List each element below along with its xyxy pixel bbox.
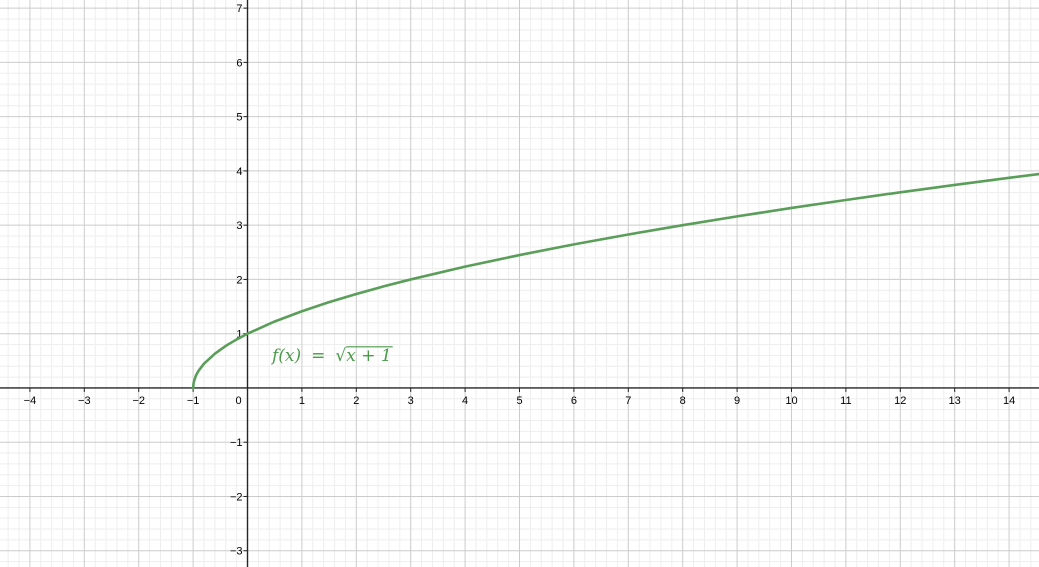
y-tick-label: −1 xyxy=(230,437,243,449)
y-tick-label: 2 xyxy=(236,274,242,286)
x-tick-label: 1 xyxy=(299,395,305,407)
x-tick-label: 0 xyxy=(235,395,241,407)
y-tick-label: 5 xyxy=(236,112,242,124)
x-tick-label: −2 xyxy=(132,395,145,407)
sqrt-sign: √ xyxy=(335,346,346,366)
x-tick-label: 8 xyxy=(680,395,686,407)
x-tick-label: 10 xyxy=(785,395,797,407)
x-tick-label: 11 xyxy=(840,395,851,407)
y-tick-label: 1 xyxy=(236,329,242,341)
x-tick-label: 2 xyxy=(353,395,359,407)
x-tick-label: 14 xyxy=(1003,395,1015,407)
function-label: f(x) = √x + 1 xyxy=(270,346,392,366)
x-tick-label: −4 xyxy=(24,395,37,407)
function-label-name: f(x) xyxy=(270,346,301,366)
axis-ticks: −4 −3 −2 −1 0 1 2 3 4 5 6 7 8 9 10 11 12 13 14−3−2−1123456… xyxy=(24,3,1016,558)
y-tick-label: 7 xyxy=(236,3,242,15)
x-tick-label: 5 xyxy=(516,395,522,407)
x-tick-label: 7 xyxy=(625,395,631,407)
function-curves[interactable] xyxy=(191,172,1039,390)
y-tick-label: −2 xyxy=(230,491,243,503)
x-tick-label: 9 xyxy=(734,395,740,407)
series-line[interactable] xyxy=(191,172,1039,390)
x-tick-label: 12 xyxy=(894,395,906,407)
y-tick-label: 6 xyxy=(236,57,242,69)
function-labels: f(x) = √x + 1 xyxy=(270,346,393,366)
y-tick-label: 3 xyxy=(236,220,242,232)
function-label-equals: = xyxy=(311,346,325,366)
y-tick-label: 4 xyxy=(236,166,242,178)
x-tick-label: 3 xyxy=(408,395,414,407)
x-tick-label: −3 xyxy=(78,395,91,407)
x-tick-label: −1 xyxy=(187,395,200,407)
x-tick-label: 13 xyxy=(949,395,961,407)
function-label-radicand: x + 1 xyxy=(346,346,391,366)
x-tick-label: 4 xyxy=(462,395,468,407)
y-tick-label: −3 xyxy=(230,546,243,558)
x-tick-label: 6 xyxy=(571,395,577,407)
